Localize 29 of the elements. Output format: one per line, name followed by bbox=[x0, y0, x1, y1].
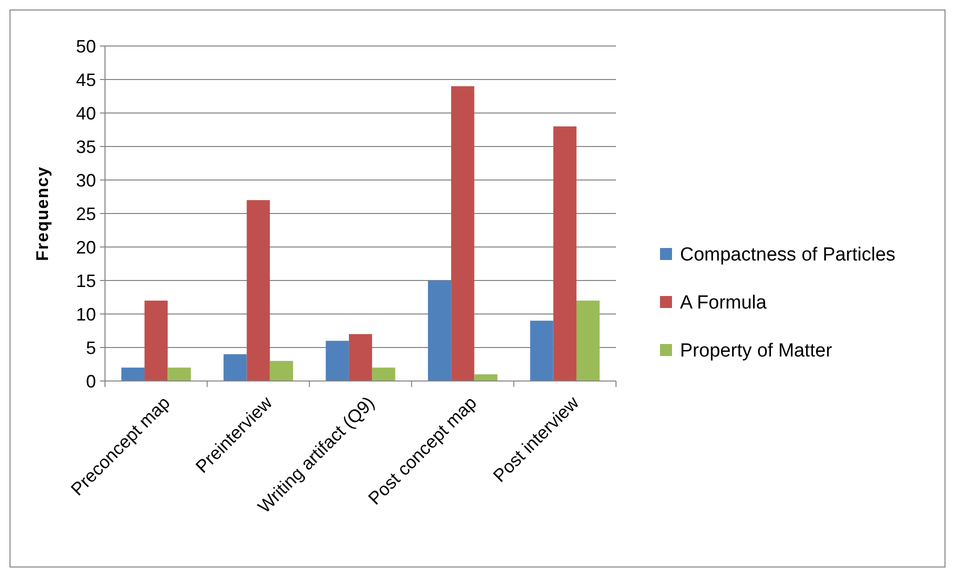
y-tick-label: 40 bbox=[76, 103, 96, 124]
bar bbox=[576, 300, 600, 381]
y-tick-label: 5 bbox=[86, 338, 96, 358]
bar bbox=[121, 368, 145, 381]
bar bbox=[224, 354, 247, 381]
bar bbox=[428, 280, 452, 381]
y-tick-label: 30 bbox=[76, 170, 96, 190]
legend-label: Property of Matter bbox=[680, 340, 833, 362]
bar bbox=[144, 300, 168, 381]
bar bbox=[168, 368, 191, 381]
y-tick-label: 20 bbox=[76, 237, 96, 258]
y-axis-title: Frequency bbox=[33, 166, 52, 261]
bar bbox=[326, 340, 349, 381]
y-tick-label: 45 bbox=[76, 70, 96, 90]
y-tick-label: 10 bbox=[76, 304, 96, 324]
y-tick-label: 35 bbox=[76, 136, 96, 157]
bar bbox=[372, 368, 396, 381]
bar bbox=[246, 200, 270, 381]
bar bbox=[553, 126, 576, 381]
bar bbox=[451, 86, 474, 381]
bar bbox=[348, 334, 372, 381]
bar bbox=[530, 320, 554, 381]
legend-label: Compactness of Particles bbox=[680, 244, 896, 266]
y-tick-label: 50 bbox=[76, 36, 96, 56]
bar bbox=[270, 360, 294, 381]
y-tick-label: 0 bbox=[86, 371, 96, 392]
y-tick-label: 25 bbox=[76, 204, 96, 224]
y-tick-label: 15 bbox=[76, 270, 96, 291]
legend-label: A Formula bbox=[680, 292, 768, 314]
